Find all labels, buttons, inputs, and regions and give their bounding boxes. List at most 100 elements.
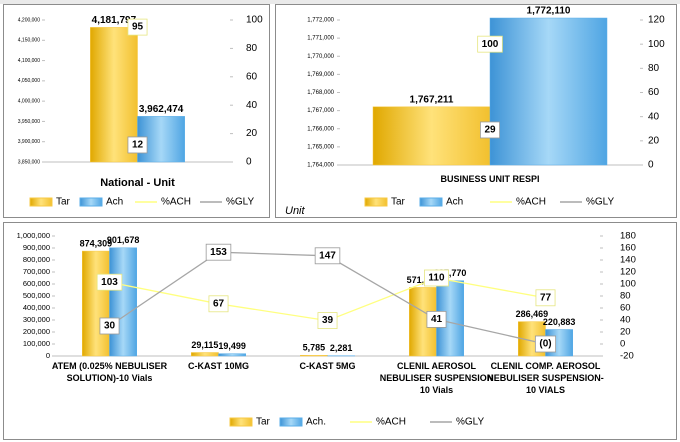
label-box <box>534 335 557 353</box>
y-tick-label: 60 <box>246 71 258 82</box>
legend-label: Tar <box>256 417 271 428</box>
legend-swatch <box>229 417 253 427</box>
legend-label: %ACH <box>516 197 546 208</box>
x-tick-text: ATEM (0.025% NEBULISER SOLUTION)-10 Vial… <box>51 361 168 383</box>
x-tick-label: CLENIL AEROSOL NEBULISER SUSPENSION 10 V… <box>379 361 494 395</box>
y-tick-label: 1,772,000 <box>307 18 334 24</box>
bar <box>191 352 219 357</box>
bar-value-label: 901,678 <box>107 235 140 245</box>
y-tick-label: 0 <box>648 160 654 171</box>
y-tick-label: 100 <box>246 15 263 26</box>
y-tick-label: 120 <box>648 15 665 26</box>
legend-label: %ACH <box>376 417 406 428</box>
y-tick-label: 40 <box>620 315 631 326</box>
y-tick-label: 140 <box>620 255 636 266</box>
bar-value-label: 220,883 <box>543 317 576 327</box>
label-box <box>424 269 449 287</box>
bar-value-label: 874,309 <box>80 238 113 248</box>
annotation: Unit <box>285 205 306 217</box>
y-tick-label: 4,150,000 <box>18 38 40 44</box>
legend-swatch <box>79 197 103 207</box>
line-value-label: 67 <box>213 298 225 309</box>
legend-label: %GLY <box>586 197 614 208</box>
x-tick-label: CLENIL COMP. AEROSOL NEBULISER SUSPENSIO… <box>487 361 604 395</box>
y-tick-label: 700,000 <box>23 267 50 276</box>
label-box <box>127 18 148 36</box>
line-value-label: 77 <box>540 292 552 303</box>
x-tick-text: CLENIL AEROSOL NEBULISER SUSPENSION 10 V… <box>379 361 494 395</box>
legend-label: %ACH <box>161 197 191 208</box>
y-tick-label: 400,000 <box>23 303 50 312</box>
bar-value-label: 29,115 <box>191 340 218 350</box>
line-value-label: 12 <box>132 140 144 151</box>
y-tick-label: 3,900,000 <box>18 139 40 145</box>
label-box <box>127 136 148 154</box>
x-tick-label: BUSINESS UNIT RESPI <box>440 174 539 184</box>
line-value-label: 41 <box>431 314 443 325</box>
label-box <box>426 310 447 328</box>
legend-label: Ach <box>106 197 123 208</box>
y-tick-label: 4,000,000 <box>18 98 40 104</box>
y-tick-label: 500,000 <box>23 291 50 300</box>
bar <box>218 353 246 357</box>
x-tick-text: CLENIL COMP. AEROSOL NEBULISER SUSPENSIO… <box>487 361 604 395</box>
y-tick-label: 3,950,000 <box>18 119 40 125</box>
line-value-label: 95 <box>132 22 144 33</box>
y-tick-label: 100,000 <box>23 339 50 348</box>
line-value-label: 29 <box>484 125 496 136</box>
legend-swatch <box>29 197 53 207</box>
bar-value-label: 286,469 <box>516 309 549 319</box>
bar <box>372 106 491 166</box>
legend-label: Tar <box>391 197 406 208</box>
y-tick-label: 1,769,000 <box>307 72 334 78</box>
y-tick-label: 60 <box>648 87 660 98</box>
line-value-label: (0) <box>539 339 551 350</box>
y-tick-label: 60 <box>620 303 631 314</box>
y-tick-label: 4,050,000 <box>18 78 40 84</box>
legend-swatch <box>279 417 303 427</box>
y-tick-label: 20 <box>620 327 631 338</box>
y-tick-label: 160 <box>620 243 636 254</box>
legend-swatch <box>419 197 443 207</box>
line-value-label: 103 <box>101 277 118 288</box>
legend-label: Ach <box>446 197 463 208</box>
y-tick-label: 1,766,000 <box>307 126 334 132</box>
label-box <box>99 317 120 335</box>
label-box <box>205 243 232 261</box>
y-tick-label: 0 <box>46 351 50 360</box>
legend-label: %GLY <box>456 417 484 428</box>
line-value-label: 153 <box>210 247 227 258</box>
label-box <box>480 121 500 139</box>
x-tick-text: National - Unit <box>100 177 175 189</box>
line-value-label: 30 <box>104 321 116 332</box>
x-tick-label: National - Unit <box>100 177 175 189</box>
y-tick-label: 0 <box>620 339 625 350</box>
label-box <box>208 295 229 313</box>
line-value-label: 39 <box>322 315 334 326</box>
bar-value-label: 571,534 <box>407 275 440 285</box>
y-tick-label: 20 <box>246 128 258 139</box>
bar <box>109 247 137 357</box>
y-tick-label: 900,000 <box>23 243 50 252</box>
y-tick-label: 4,200,000 <box>18 17 40 23</box>
y-tick-label: 20 <box>648 135 660 146</box>
y-tick-label: 0 <box>246 157 252 168</box>
legend-label: Tar <box>56 197 71 208</box>
y-tick-label: 300,000 <box>23 315 50 324</box>
y-tick-label: 200,000 <box>23 327 50 336</box>
bar-value-label: 3,962,474 <box>139 104 184 115</box>
y-tick-label: 180 <box>620 231 636 242</box>
y-tick-label: -20 <box>620 351 634 362</box>
x-tick-label: C-KAST 10MG <box>188 361 249 371</box>
bar-value-label: 4,181,797 <box>92 15 137 26</box>
bar-value-label: 1,767,211 <box>410 94 454 105</box>
label-box <box>96 273 123 291</box>
x-tick-text: C-KAST 5MG <box>299 361 356 371</box>
x-tick-label: C-KAST 5MG <box>299 361 356 371</box>
y-tick-label: 40 <box>648 111 660 122</box>
bar-value-label: 2,281 <box>330 343 353 353</box>
y-tick-label: 80 <box>648 63 660 74</box>
y-tick-label: 1,768,000 <box>307 90 334 96</box>
